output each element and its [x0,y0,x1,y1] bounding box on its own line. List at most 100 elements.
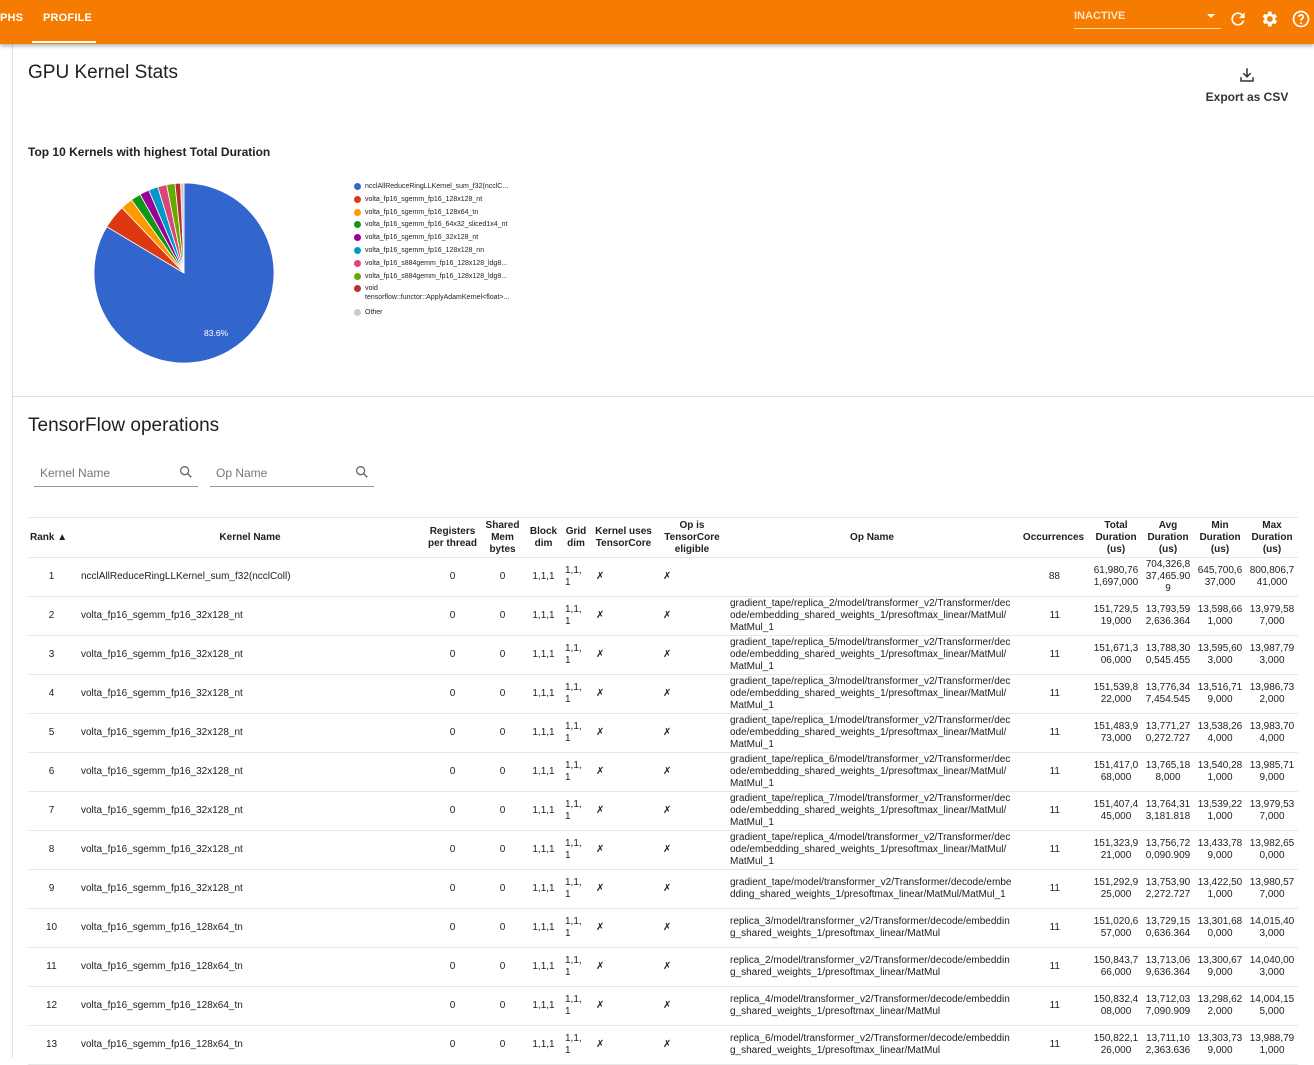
table-row[interactable]: 6 volta_fp16_sgemm_fp16_32x128_nt 0 0 1,1,1 1… [28,752,1298,792]
column-header[interactable]: Op is TensorCore eligible [657,517,727,558]
cell-max-duration: 13,986,732,000 [1246,674,1298,714]
cell-registers: 0 [425,791,480,831]
legend-label: volta_fp16_s884gemm_fp16_128x128_ldg8... [365,272,508,280]
cell-max-duration: 14,015,403,000 [1246,908,1298,948]
cell-rank: 11 [28,947,75,987]
tab-profile[interactable]: PROFILE [43,12,93,24]
cell-occurrences: 11 [1017,986,1090,1026]
tab-graphs[interactable]: PHS [0,12,24,24]
cell-shared-mem: 0 [480,908,525,948]
legend-item[interactable]: volta_fp16_sgemm_fp16_32x128_nt [354,233,509,246]
cell-shared-mem: 0 [480,596,525,636]
chevron-down-icon [1207,14,1215,18]
cell-block-dim: 1,1,1 [525,596,562,636]
cell-grid-dim: 1,1, 1 [562,713,590,753]
cell-uses-tensorcore: ✗ [590,791,657,831]
legend-item[interactable]: volta_fp16_sgemm_fp16_128x128_nn [354,246,509,259]
cell-block-dim: 1,1,1 [525,713,562,753]
cell-avg-duration: 13,753,902,272.727 [1142,869,1194,909]
table-row[interactable]: 12 volta_fp16_sgemm_fp16_128x64_tn 0 0 1,1,1… [28,986,1298,1026]
cell-registers: 0 [425,947,480,987]
cell-shared-mem: 0 [480,830,525,870]
legend-item[interactable]: ncclAllReduceRingLLKernel_sum_f32(ncclC.… [354,182,509,195]
table-row[interactable]: 2 volta_fp16_sgemm_fp16_32x128_nt 0 0 1,1,1 1… [28,596,1298,636]
column-header[interactable]: Block dim [525,517,562,558]
legend-label: Other [365,309,383,317]
table-row[interactable]: 8 volta_fp16_sgemm_fp16_32x128_nt 0 0 1,1,1 1… [28,830,1298,870]
help-icon[interactable] [1291,9,1311,29]
cell-uses-tensorcore: ✗ [590,908,657,948]
table-row[interactable]: 7 volta_fp16_sgemm_fp16_32x128_nt 0 0 1,1,1 1… [28,791,1298,831]
cell-grid-dim: 1,1, 1 [562,752,590,792]
column-header[interactable]: Kernel Name [75,517,425,558]
cell-block-dim: 1,1,1 [525,752,562,792]
legend-label: tensorflow::functor::ApplyAdamKernel<flo… [365,294,510,302]
search-icon[interactable] [178,464,194,480]
table-row[interactable]: 11 volta_fp16_sgemm_fp16_128x64_tn 0 0 1,1,1… [28,947,1298,987]
cell-rank: 12 [28,986,75,1026]
cell-registers: 0 [425,986,480,1026]
cell-shared-mem: 0 [480,557,525,597]
cell-max-duration: 13,979,537,000 [1246,791,1298,831]
legend-swatch [354,234,361,242]
legend-item[interactable]: volta_fp16_s884gemm_fp16_128x128_ldg8... [354,259,509,272]
cell-tensorcore-eligible: ✗ [657,713,727,753]
table-row[interactable]: 4 volta_fp16_sgemm_fp16_32x128_nt 0 0 1,1,1 1… [28,674,1298,714]
cell-block-dim: 1,1,1 [525,908,562,948]
kernel-name-search-input[interactable] [34,460,174,486]
legend-item[interactable]: volta_fp16_sgemm_fp16_64x32_sliced1x4_nt [354,220,509,233]
cell-op-name: gradient_tape/replica_7/model/transforme… [727,791,1017,831]
column-header[interactable]: Registers per thread [425,517,480,558]
column-header[interactable]: Kernel uses TensorCore [590,517,657,558]
cell-block-dim: 1,1,1 [525,830,562,870]
cell-min-duration: 13,303,739,000 [1194,1025,1246,1065]
table-row[interactable]: 5 volta_fp16_sgemm_fp16_32x128_nt 0 0 1,1,1 1… [28,713,1298,753]
legend-swatch [354,183,361,190]
export-csv-button[interactable]: Export as CSV [1200,66,1294,104]
run-select[interactable]: INACTIVE [1074,10,1221,29]
column-header[interactable]: Total Duration (us) [1090,517,1142,558]
legend-item[interactable]: void tensorflow::functor::ApplyAdamKernel… [354,284,509,308]
pie-slice[interactable] [180,182,185,274]
op-name-search-input[interactable] [210,460,350,486]
table-row[interactable]: 13 volta_fp16_sgemm_fp16_128x64_tn 0 0 1,1,1… [28,1025,1298,1065]
table-row[interactable]: 1 ncclAllReduceRingLLKernel_sum_f32(ncclC… [28,557,1298,597]
column-header[interactable]: Min Duration (us) [1194,517,1246,558]
column-header[interactable]: Avg Duration (us) [1142,517,1194,558]
legend-swatch [354,246,361,254]
legend-item[interactable]: volta_fp16_sgemm_fp16_128x64_tn [354,208,509,221]
table-row[interactable]: 9 volta_fp16_sgemm_fp16_32x128_nt 0 0 1,1,1 1… [28,869,1298,909]
cell-grid-dim: 1,1, 1 [562,830,590,870]
column-header[interactable]: Max Duration (us) [1246,517,1298,558]
column-header[interactable]: Occurrences [1017,517,1090,558]
column-header[interactable]: Rank ▲ [28,517,75,558]
cell-rank: 9 [28,869,75,909]
cell-op-name: replica_6/model/transformer_v2/Transform… [727,1025,1017,1065]
column-header[interactable]: Grid dim [562,517,590,558]
cell-min-duration: 13,540,281,000 [1194,752,1246,792]
table-row[interactable]: 3 volta_fp16_sgemm_fp16_32x128_nt 0 0 1,1,1 1… [28,635,1298,675]
cell-kernel-name: volta_fp16_sgemm_fp16_32x128_nt [75,713,425,753]
cell-max-duration: 13,988,791,000 [1246,1025,1298,1065]
column-header[interactable]: Op Name [727,517,1017,558]
search-icon[interactable] [354,464,370,480]
cell-avg-duration: 13,756,720,090.909 [1142,830,1194,870]
cell-block-dim: 1,1,1 [525,1025,562,1065]
cell-block-dim: 1,1,1 [525,557,562,597]
settings-icon[interactable] [1259,9,1279,29]
chart-legend: ncclAllReduceRingLLKernel_sum_f32(ncclC.… [354,182,509,321]
cell-uses-tensorcore: ✗ [590,752,657,792]
legend-label: void [365,285,378,293]
cell-uses-tensorcore: ✗ [590,947,657,987]
cell-grid-dim: 1,1, 1 [562,596,590,636]
cell-registers: 0 [425,1025,480,1065]
table-row[interactable]: 10 volta_fp16_sgemm_fp16_128x64_tn 0 0 1,1,1… [28,908,1298,948]
cell-occurrences: 11 [1017,908,1090,948]
cell-uses-tensorcore: ✗ [590,635,657,675]
legend-item[interactable]: Other [354,308,509,321]
refresh-icon[interactable] [1228,9,1248,29]
cell-uses-tensorcore: ✗ [590,713,657,753]
legend-item[interactable]: volta_fp16_s884gemm_fp16_128x128_ldg8... [354,272,509,285]
column-header[interactable]: Shared Mem bytes [480,517,525,558]
legend-item[interactable]: volta_fp16_sgemm_fp16_128x128_nt [354,195,509,208]
